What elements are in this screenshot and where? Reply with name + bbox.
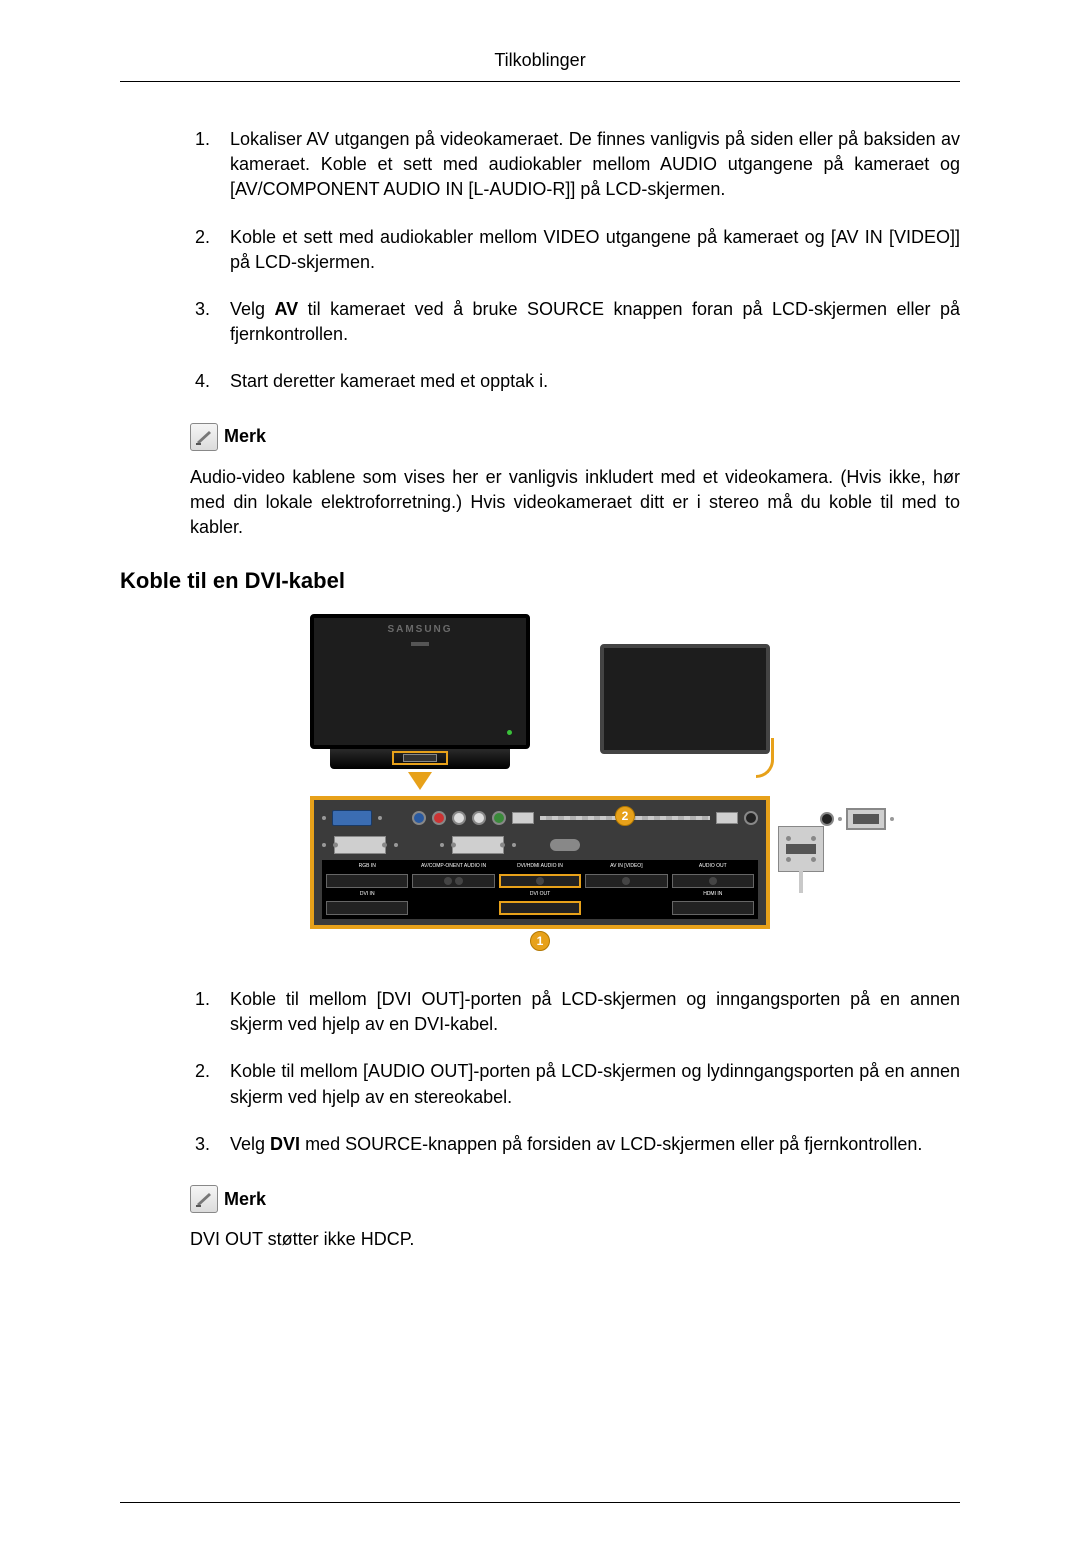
port-label-grid: RGB IN AV/COMP-ONENT AUDIO IN DVI/HDMI A…	[322, 860, 758, 919]
curve-arrow	[756, 738, 774, 778]
bold-av: AV	[275, 299, 299, 319]
list1-num: 3.	[195, 297, 230, 347]
note-icon	[190, 1185, 218, 1213]
jack-white	[452, 811, 466, 825]
list2-item: 3. Velg DVI med SOURCE-knappen på forsid…	[195, 1132, 960, 1157]
note-1-text: Audio-video kablene som vises her er van…	[120, 465, 960, 541]
list1-num: 1.	[195, 127, 230, 203]
badge-1: 1	[530, 931, 550, 951]
t: til kameraet ved å bruke SOURCE knappen …	[230, 299, 960, 344]
section-heading-dvi: Koble til en DVI-kabel	[120, 568, 960, 594]
lbl-av-in: AV IN [VIDEO]	[585, 864, 667, 870]
arrow-down-icon	[408, 772, 432, 790]
list1-item: 2. Koble et sett med audiokabler mellom …	[195, 225, 960, 275]
lbl-dvi-out: DVI OUT	[499, 892, 581, 898]
dvi-connector	[778, 826, 824, 872]
cable-plug	[716, 812, 738, 824]
t: Velg	[230, 299, 275, 319]
list1-item: 1. Lokaliser AV utgangen på videokamerae…	[195, 127, 960, 203]
list2-num: 1.	[195, 987, 230, 1037]
audio-cable: 2	[540, 816, 710, 820]
t: med SOURCE-knappen på forsiden av LCD-sk…	[300, 1134, 922, 1154]
list2-item: 2. Koble til mellom [AUDIO OUT]-porten p…	[195, 1059, 960, 1109]
note-2-text: DVI OUT støtter ikke HDCP.	[120, 1227, 960, 1252]
note-icon	[190, 423, 218, 451]
lbl-rgb-in: RGB IN	[326, 864, 408, 870]
dsub-port	[334, 836, 386, 854]
list1-item: 3. Velg AV til kameraet ved å bruke SOUR…	[195, 297, 960, 347]
lbl-dvi-hdmi: DVI/HDMI AUDIO IN	[499, 864, 581, 870]
list2-item: 1. Koble til mellom [DVI OUT]-porten på …	[195, 987, 960, 1037]
footer-rule	[120, 1502, 960, 1503]
monitor-secondary	[600, 644, 770, 754]
list1-text: Lokaliser AV utgangen på videokameraet. …	[230, 127, 960, 203]
note-2-header: Merk	[120, 1185, 960, 1213]
list1-item: 4. Start deretter kameraet med et opptak…	[195, 369, 960, 394]
lbl-dvi-in: DVI IN	[326, 892, 408, 898]
monitor-brand: SAMSUNG	[314, 624, 526, 635]
lbl-av-comp: AV/COMP-ONENT AUDIO IN	[412, 864, 494, 870]
note-2-label: Merk	[224, 1189, 266, 1210]
jack-white	[472, 811, 486, 825]
instruction-list-2: 1. Koble til mellom [DVI OUT]-porten på …	[120, 987, 960, 1157]
list1-text: Velg AV til kameraet ved å bruke SOURCE …	[230, 297, 960, 347]
monitor-primary: SAMSUNG	[310, 614, 530, 790]
jack-black	[744, 811, 758, 825]
dvi-diagram: SAMSUNG	[120, 614, 960, 951]
list1-text: Koble et sett med audiokabler mellom VID…	[230, 225, 960, 275]
jack-blue	[412, 811, 426, 825]
note-1-header: Merk	[120, 423, 960, 451]
note-1-label: Merk	[224, 426, 266, 447]
jack-red	[432, 811, 446, 825]
page-header: Tilkoblinger	[120, 50, 960, 82]
list2-text: Velg DVI med SOURCE-knappen på forsiden …	[230, 1132, 960, 1157]
badge-2: 2	[615, 806, 635, 826]
t: Velg	[230, 1134, 270, 1154]
instruction-list-1: 1. Lokaliser AV utgangen på videokamerae…	[120, 127, 960, 395]
list2-text: Koble til mellom [AUDIO OUT]-porten på L…	[230, 1059, 960, 1109]
list1-text: Start deretter kameraet med et opptak i.	[230, 369, 960, 394]
external-port	[820, 808, 894, 830]
oval-button	[550, 839, 580, 851]
jack-green	[492, 811, 506, 825]
bold-dvi: DVI	[270, 1134, 300, 1154]
list2-num: 2.	[195, 1059, 230, 1109]
connector-panel: 2	[310, 796, 770, 929]
lbl-audio-out: AUDIO OUT	[672, 864, 754, 870]
list1-num: 4.	[195, 369, 230, 394]
lbl-hdmi-in: HDMI IN	[672, 892, 754, 898]
highlighted-port	[392, 751, 448, 765]
dsub-port	[452, 836, 504, 854]
cable-plug	[512, 812, 534, 824]
list2-text: Koble til mellom [DVI OUT]-porten på LCD…	[230, 987, 960, 1037]
vga-port	[332, 810, 372, 826]
list1-num: 2.	[195, 225, 230, 275]
list2-num: 3.	[195, 1132, 230, 1157]
